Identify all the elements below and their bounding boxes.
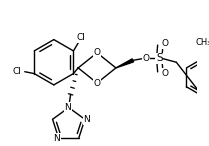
Text: Cl: Cl (13, 67, 22, 76)
Text: N: N (83, 115, 90, 124)
Text: O: O (143, 54, 150, 63)
Text: N: N (54, 134, 60, 143)
Text: CH₃: CH₃ (195, 38, 209, 47)
Text: O: O (94, 48, 101, 57)
Text: Cl: Cl (76, 33, 85, 42)
Text: O: O (162, 69, 168, 78)
Polygon shape (116, 59, 134, 68)
Text: N: N (64, 103, 71, 112)
Text: O: O (94, 79, 101, 87)
Text: S: S (156, 53, 163, 64)
Text: O: O (162, 39, 168, 48)
